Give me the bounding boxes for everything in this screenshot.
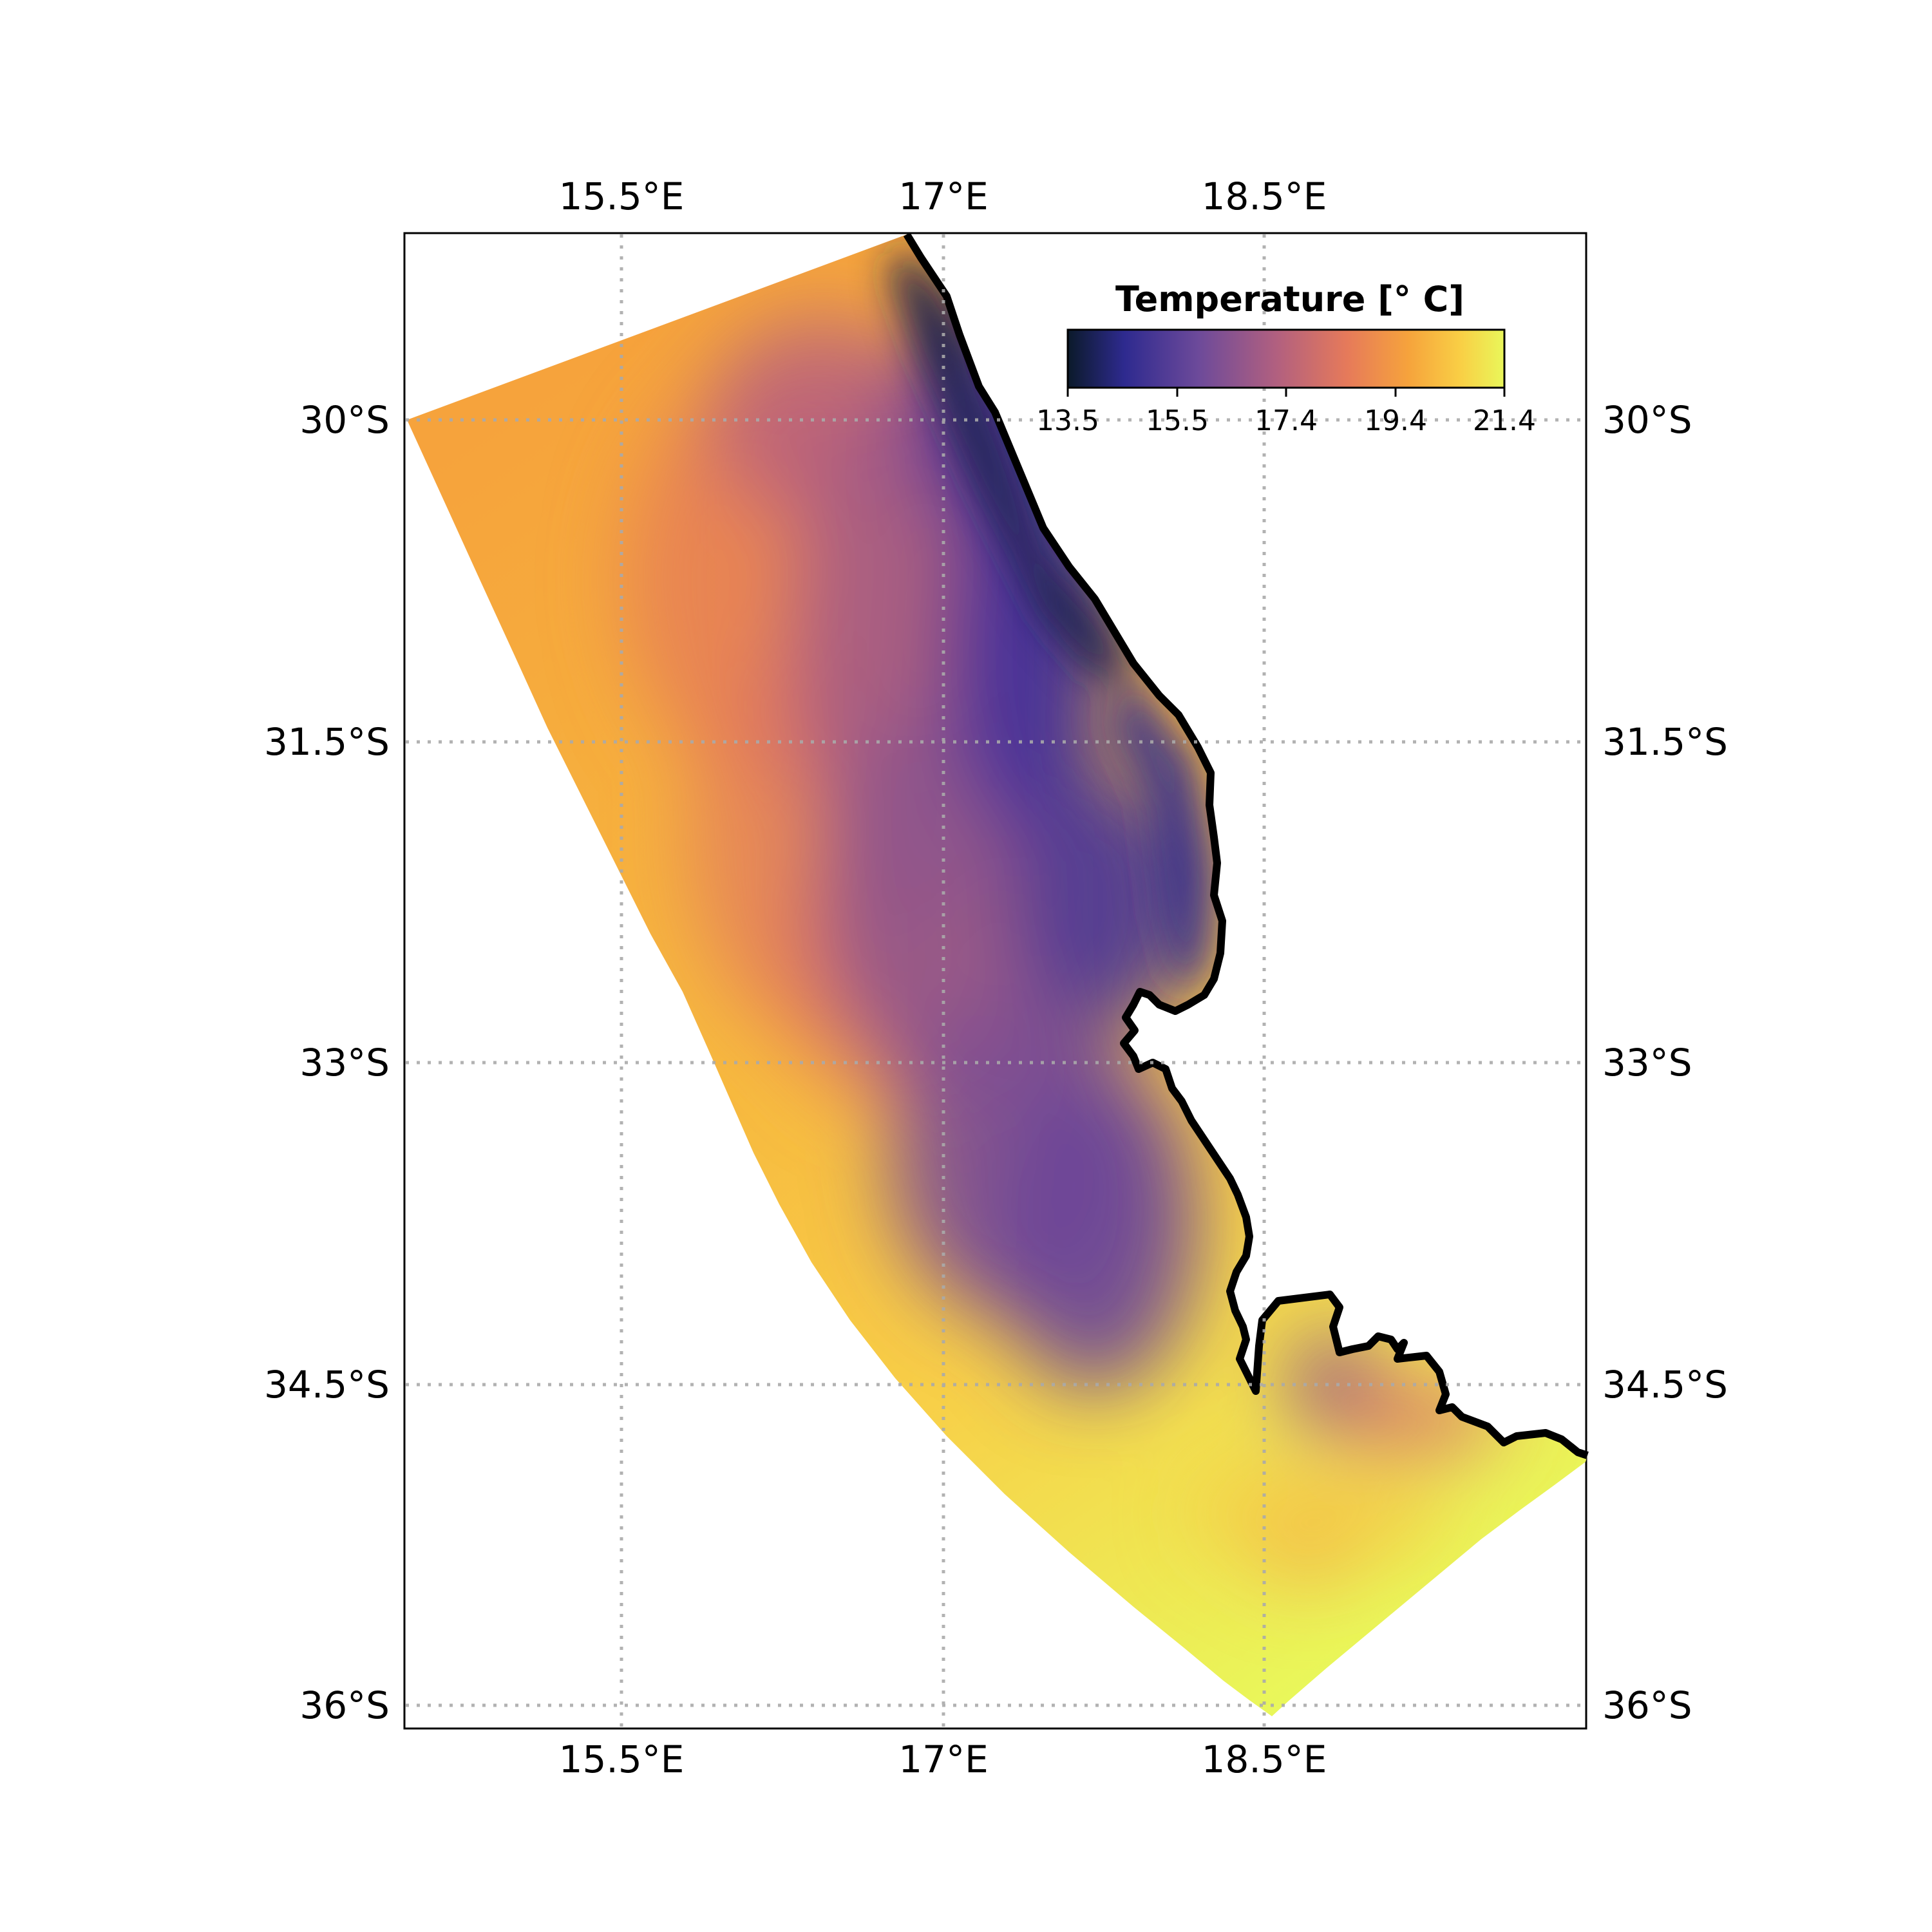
lon-label-bottom-15-5: 15.5°E xyxy=(559,1738,685,1781)
lat-label-left-34-5: 34.5°S xyxy=(264,1363,390,1406)
colorbar-gradient xyxy=(1066,328,1506,389)
colorbar-title: Temperature [° C] xyxy=(1115,279,1464,319)
colorbar-tick-0: 13.5 xyxy=(1036,404,1099,437)
lat-labels-left: 30°S 31.5°S 33°S 34.5°S 36°S xyxy=(264,398,390,1727)
lat-label-left-30: 30°S xyxy=(299,398,390,442)
lon-label-top-18-5: 18.5°E xyxy=(1202,175,1327,218)
lon-labels-top: 15.5°E 17°E 18.5°E xyxy=(559,175,1327,218)
lat-label-right-34-5: 34.5°S xyxy=(1602,1363,1728,1406)
lat-labels-right: 30°S 31.5°S 33°S 34.5°S 36°S xyxy=(1602,398,1728,1727)
lat-label-right-31-5: 31.5°S xyxy=(1602,720,1728,764)
lat-label-left-33: 33°S xyxy=(299,1041,390,1084)
lat-label-right-33: 33°S xyxy=(1602,1041,1692,1084)
lat-label-right-30: 30°S xyxy=(1602,398,1692,442)
colorbar-tick-3: 19.4 xyxy=(1364,404,1427,437)
lon-label-top-15-5: 15.5°E xyxy=(559,175,685,218)
lat-label-right-36: 36°S xyxy=(1602,1683,1692,1727)
colorbar-tick-1: 15.5 xyxy=(1146,404,1209,437)
lon-label-top-17: 17°E xyxy=(898,175,988,218)
colorbar: Temperature [° C] 13.5 15.5 17.4 19.4 21… xyxy=(1036,279,1536,437)
lat-label-left-36: 36°S xyxy=(299,1683,390,1727)
colorbar-tick-2: 17.4 xyxy=(1255,404,1318,437)
map-frame xyxy=(403,232,1587,1730)
lat-label-left-31-5: 31.5°S xyxy=(264,720,390,764)
lon-label-bottom-18-5: 18.5°E xyxy=(1202,1738,1327,1781)
colorbar-tick-4: 21.4 xyxy=(1473,404,1536,437)
lon-labels-bottom: 15.5°E 17°E 18.5°E xyxy=(559,1738,1327,1781)
lon-label-bottom-17: 17°E xyxy=(898,1738,988,1781)
temperature-field xyxy=(407,234,1587,1716)
gridlines xyxy=(406,234,1585,1727)
coastline xyxy=(903,232,1589,1459)
